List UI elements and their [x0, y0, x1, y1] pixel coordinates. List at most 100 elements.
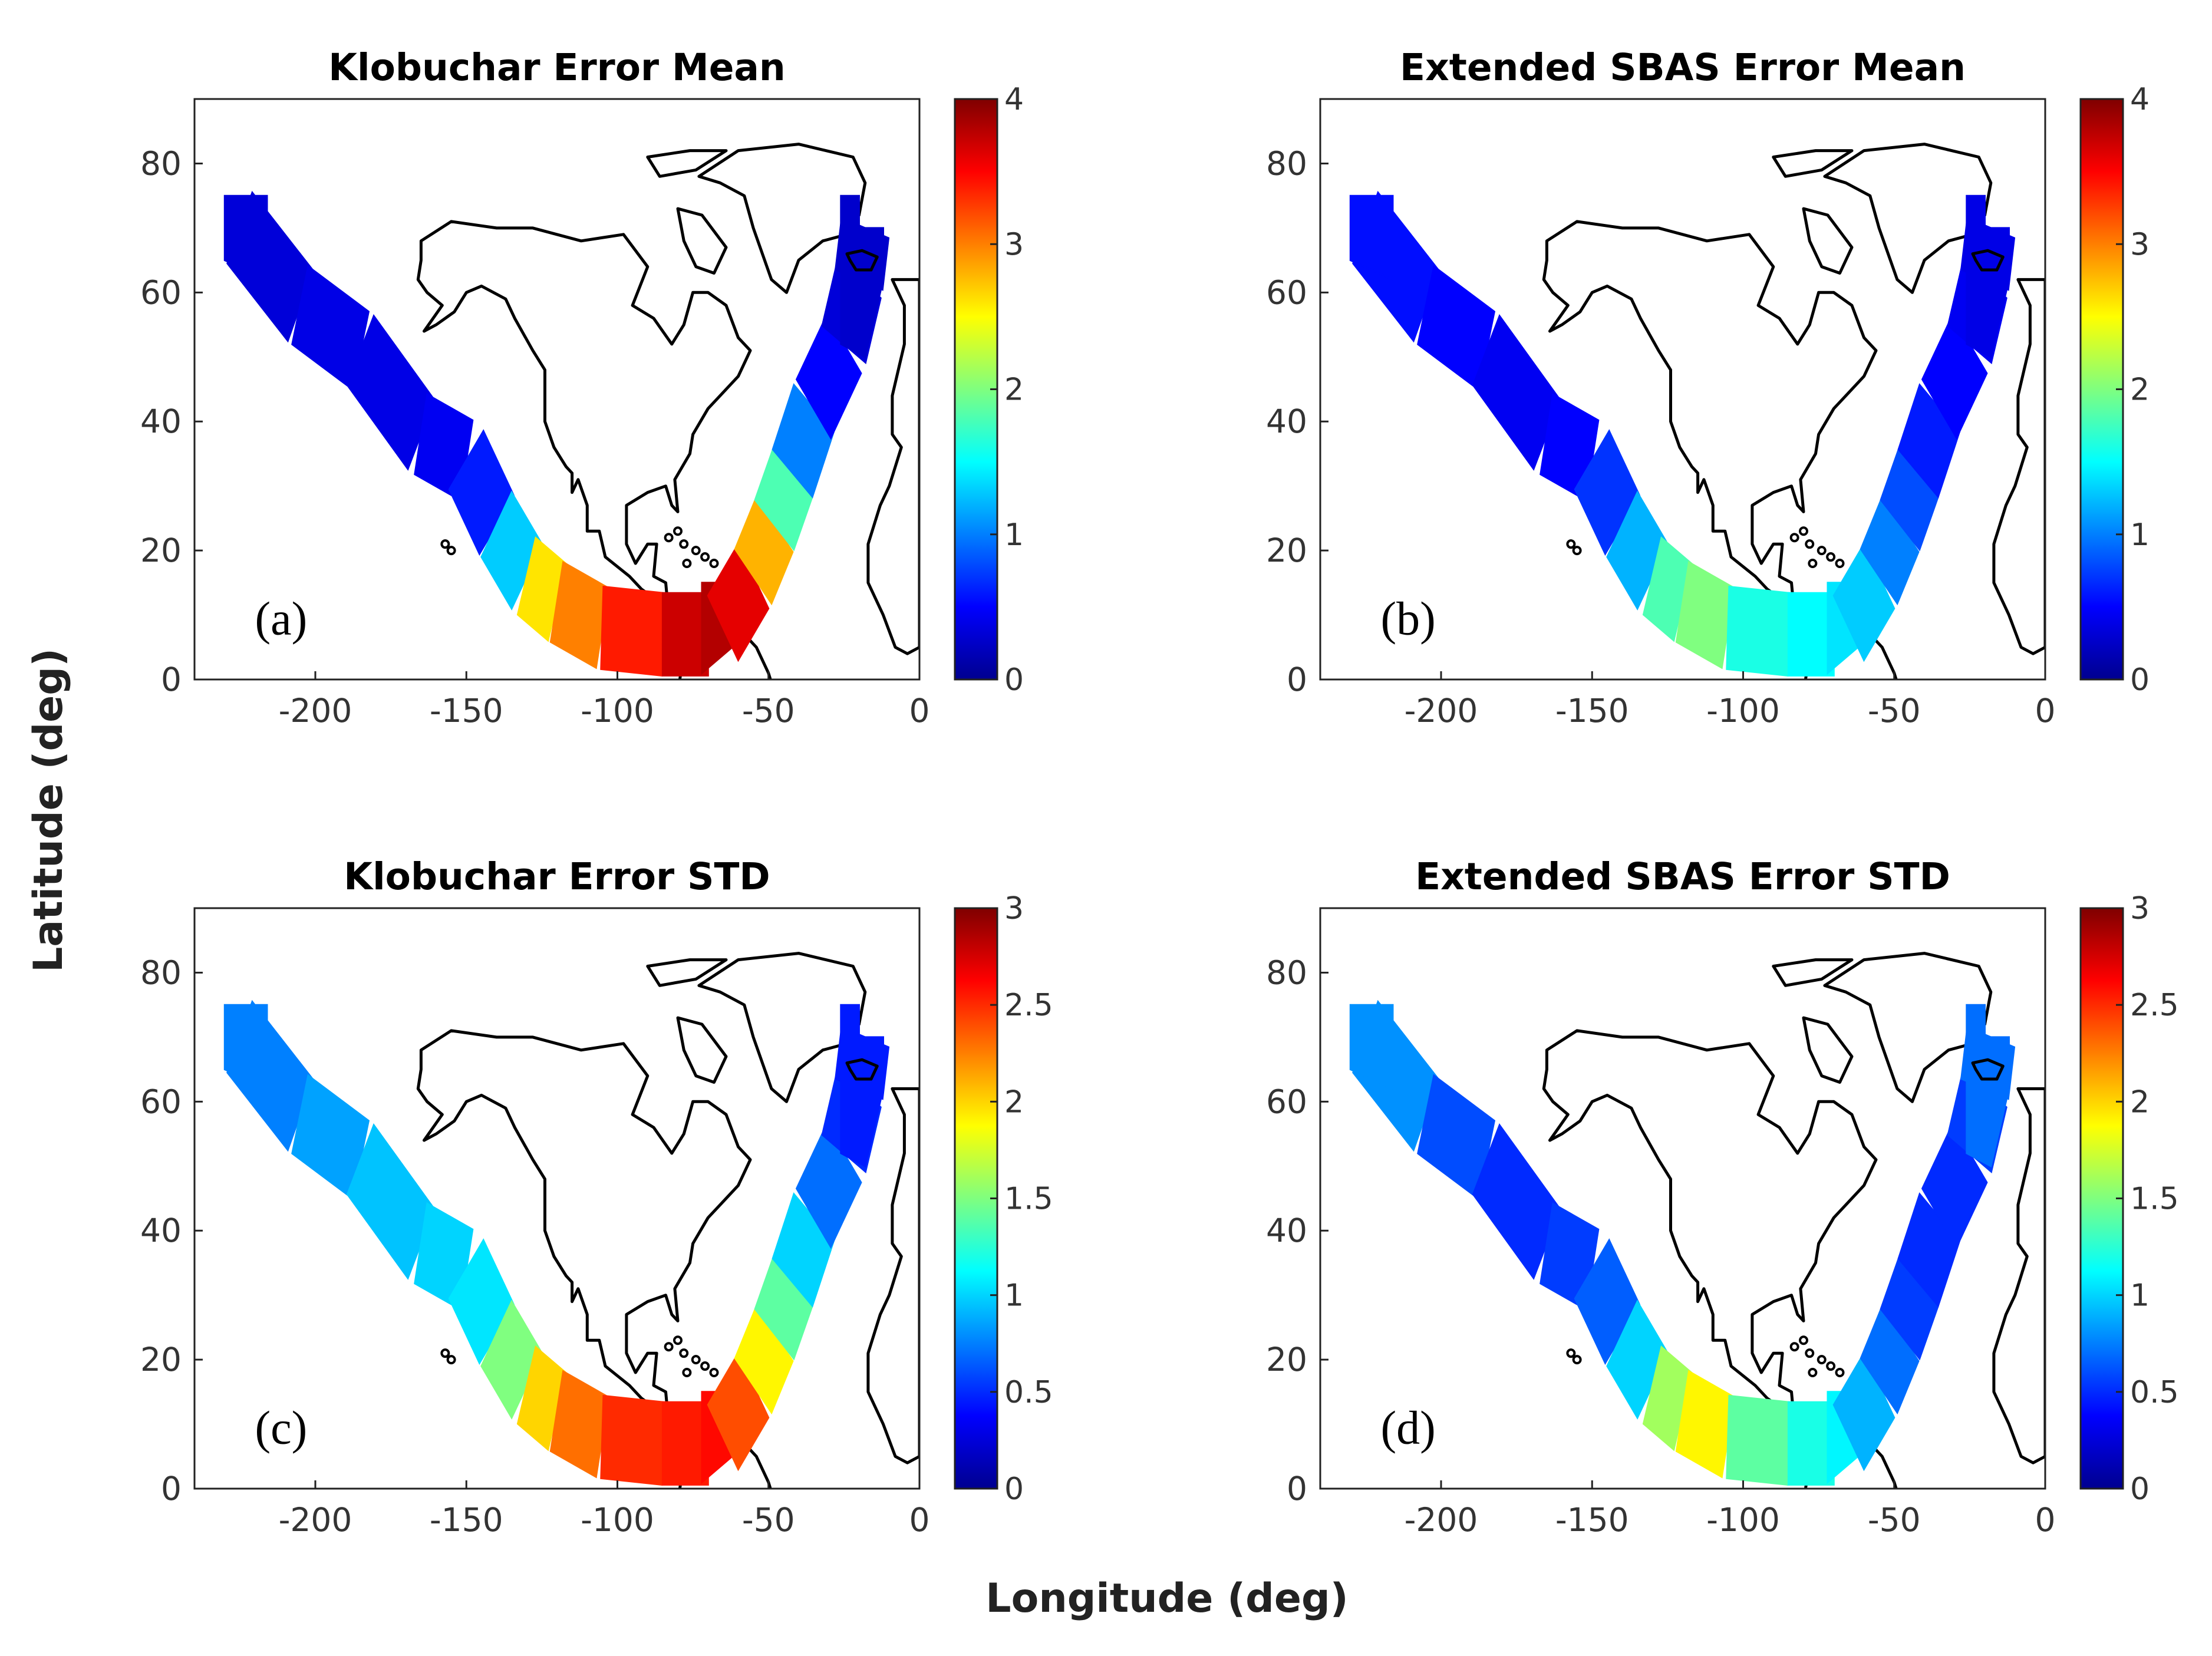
x-tick-label: -50 [1868, 1501, 1921, 1539]
x-tick-label: -200 [279, 1501, 352, 1539]
x-tick-label: -100 [581, 692, 654, 730]
west-band-cell [1574, 429, 1641, 556]
x-tick-label: -150 [430, 1501, 503, 1539]
west-band-cell [1675, 560, 1736, 669]
east-band-cell [840, 194, 884, 359]
x-tick-label: -100 [1706, 1501, 1780, 1539]
coastline-island [1817, 1355, 1827, 1365]
coastline-iceland-overlay [845, 249, 879, 272]
colorbar-tick-label: 0.5 [2130, 1375, 2179, 1410]
colorbar-tick-label: 3 [2130, 227, 2150, 262]
west-band-cell [448, 429, 515, 556]
east-band-cell [754, 446, 813, 552]
coastline-ellesmere [646, 149, 728, 178]
x-tick-label: -200 [279, 692, 352, 730]
panel-label: (b) [1381, 593, 1436, 645]
coastline-island [1835, 559, 1845, 568]
coastline-island [691, 546, 701, 556]
panel-title: Extended SBAS Error Mean [1400, 46, 1966, 89]
coastline-island [1799, 1335, 1808, 1345]
coastline-greenland [1823, 952, 1993, 1103]
west-band-cell [480, 490, 543, 611]
x-tick-label: 0 [909, 1501, 930, 1539]
coastline-island [709, 1368, 719, 1377]
axes-frame [193, 907, 921, 1490]
east-band-cell [1921, 1122, 1988, 1249]
coastline-island [446, 1355, 456, 1365]
coastline-greenland [697, 143, 867, 294]
axes-frame [193, 98, 921, 681]
coastline-island [700, 552, 710, 562]
east-band-cell [1966, 194, 2010, 359]
figure-ylabel: Latitude (deg) [25, 648, 72, 972]
east-band-cell [1921, 313, 1988, 440]
west-band-cell [480, 1299, 543, 1420]
west-band-cell [1726, 1394, 1791, 1486]
coastline-island [1572, 546, 1582, 556]
y-tick-label: 60 [140, 1083, 182, 1120]
coastline-island [673, 1335, 683, 1345]
west-band-cell [1787, 592, 1835, 677]
x-tick-label: 0 [2035, 692, 2056, 730]
coastline-island [691, 1355, 701, 1365]
coastline-baffin [676, 1016, 728, 1084]
y-tick-label: 60 [1266, 1083, 1307, 1120]
west-band-cell [516, 1345, 567, 1452]
west-band-cell [661, 592, 709, 677]
coastline-island [679, 539, 689, 549]
x-tick-label: -100 [1706, 692, 1780, 730]
coastline-island [1799, 526, 1808, 536]
x-tick-label: -50 [1868, 692, 1921, 730]
coastline-island [1789, 1342, 1799, 1352]
coastline-island [673, 526, 683, 536]
y-tick-label: 20 [140, 532, 182, 569]
x-tick-label: -200 [1405, 692, 1478, 730]
west-band-cell [223, 1004, 268, 1090]
coastline-europe-africa [1992, 278, 2045, 655]
colorbar-tick-label: 1 [2130, 517, 2150, 553]
coastline-island [1808, 1368, 1818, 1377]
coastline-island [1835, 1368, 1845, 1377]
coastline-island [709, 559, 719, 568]
east-band-cell [795, 313, 862, 440]
west-band-cell [346, 1123, 436, 1280]
y-tick-label: 80 [140, 144, 182, 182]
coastline-island [1572, 1355, 1582, 1365]
west-band-cell [1606, 1299, 1669, 1420]
coastline-baffin [676, 207, 728, 275]
west-band-cell [1675, 1370, 1736, 1479]
colorbar-tick-label: 2.5 [2130, 988, 2179, 1023]
colorbar-tick-label: 0 [1004, 662, 1024, 698]
west-band-cell [1606, 490, 1669, 611]
east-band-cell [1832, 542, 1895, 662]
colorbar-tick-label: 2 [2130, 1084, 2150, 1120]
west-band-cell [1472, 1123, 1561, 1280]
coastline-island [1826, 552, 1836, 562]
coastline-ellesmere [1772, 149, 1854, 178]
colorbar-tick-label: 0.5 [1004, 1375, 1053, 1410]
east-band-cell [1832, 1351, 1895, 1472]
coastline-island [682, 1368, 692, 1377]
map-layer [223, 143, 919, 679]
y-tick-label: 40 [1266, 1212, 1307, 1249]
panel-title: Extended SBAS Error STD [1415, 855, 1950, 898]
coastline-island [1566, 539, 1576, 549]
west-band-cell [549, 1370, 610, 1479]
east-band-cell [707, 1351, 770, 1472]
panel-label: (d) [1381, 1402, 1436, 1454]
y-tick-label: 60 [1266, 273, 1307, 311]
west-band-cell [661, 1401, 709, 1486]
east-band-cell [795, 1122, 862, 1249]
coastline-island [1808, 559, 1818, 568]
coastline-island [679, 1348, 689, 1358]
west-band-cell [1349, 1004, 1394, 1090]
panel-c: Klobuchar Error STD-200 -150 -100 -50 002040… [140, 855, 1053, 1539]
west-band-cell [346, 314, 436, 471]
east-band-cell [734, 1305, 794, 1415]
colorbar-tick-label: 2.5 [1004, 988, 1053, 1023]
colorbar-tick-label: 1 [1004, 517, 1024, 553]
colorbar-tick-label: 1 [1004, 1278, 1024, 1314]
west-band-cell [1642, 536, 1693, 642]
coastline-island [446, 546, 456, 556]
axes-frame [1319, 98, 2046, 681]
